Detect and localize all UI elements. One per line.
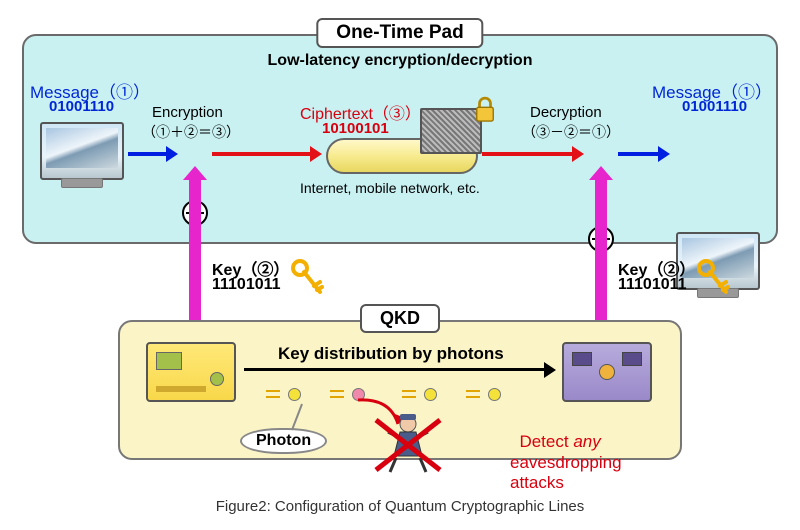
qkd-title: QKD xyxy=(380,308,420,328)
photon-3 xyxy=(424,388,437,401)
photon-callout: Photon xyxy=(240,428,327,454)
arrow-enc-to-channel xyxy=(212,152,312,156)
arrow-key-right xyxy=(591,168,611,320)
qkd-device-left xyxy=(146,342,236,402)
figure-caption: Figure2: Configuration of Quantum Crypto… xyxy=(0,498,800,515)
detect-label: Detect anyeavesdroppingattacks xyxy=(510,412,622,494)
key-left-bits: 11101011 xyxy=(212,276,281,294)
decryption-label: Decryption xyxy=(530,104,602,121)
cipher-monitor xyxy=(420,108,482,154)
encryption-formula: （①＋②＝③） xyxy=(142,122,240,142)
message-right-bits: 01001110 xyxy=(682,98,747,115)
decryption-formula: （③－②＝①） xyxy=(522,122,620,142)
encryption-label: Encryption xyxy=(152,104,223,121)
otp-title: One-Time Pad xyxy=(336,22,463,43)
photon-1 xyxy=(288,388,301,401)
channel-label: Internet, mobile network, etc. xyxy=(300,180,480,196)
arrow-dec-to-msg xyxy=(618,152,660,156)
message-left-bits: 01001110 xyxy=(49,98,114,115)
cross-out-icon xyxy=(372,414,444,481)
lock-icon xyxy=(474,96,496,129)
key-right-bits: 11101011 xyxy=(618,276,687,294)
monitor-left xyxy=(40,122,124,180)
arrow-qkd-dist xyxy=(244,368,546,371)
qkd-title-box: QKD xyxy=(360,304,440,333)
arrow-msg-to-enc xyxy=(128,152,168,156)
otp-title-box: One-Time Pad xyxy=(316,18,483,48)
ciphertext-bits: 10100101 xyxy=(322,120,389,137)
photon-callout-pointer xyxy=(290,402,310,437)
key-icon-right xyxy=(696,258,730,303)
arrow-key-left xyxy=(185,168,205,320)
qkd-device-right xyxy=(562,342,652,402)
arrow-channel-to-dec xyxy=(482,152,574,156)
qkd-dist-label: Key distribution by photons xyxy=(278,344,504,364)
photon-4 xyxy=(488,388,501,401)
otp-subtitle: Low-latency encryption/decryption xyxy=(268,52,533,70)
key-icon-left xyxy=(290,258,324,303)
